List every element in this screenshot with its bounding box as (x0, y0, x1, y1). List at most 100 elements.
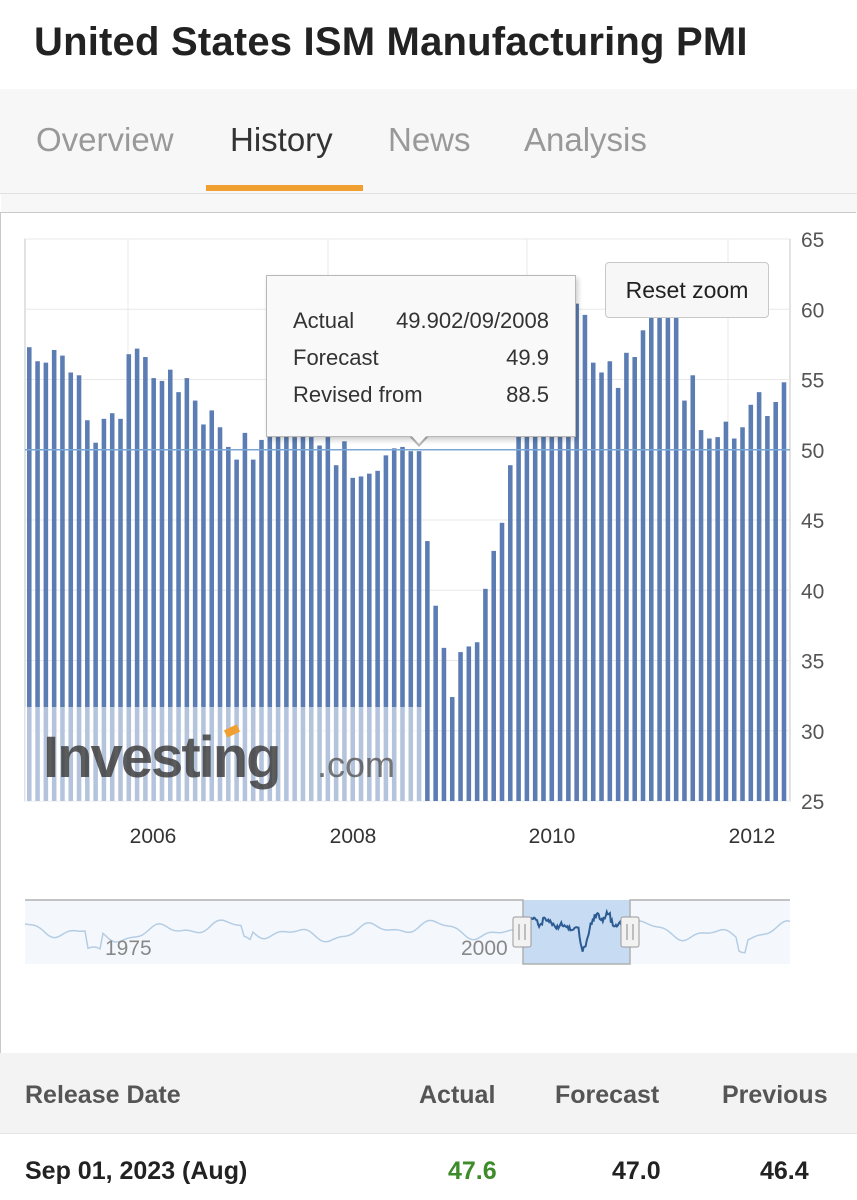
bar[interactable] (68, 372, 74, 801)
bar[interactable] (101, 418, 107, 801)
bar[interactable] (673, 303, 679, 801)
bar[interactable] (433, 605, 438, 801)
bar[interactable] (350, 477, 356, 801)
bar[interactable] (226, 446, 231, 801)
bar[interactable] (151, 378, 156, 801)
bar[interactable] (474, 642, 480, 801)
bar[interactable] (35, 361, 40, 801)
bar[interactable] (491, 550, 496, 801)
bar[interactable] (408, 451, 414, 801)
tab-news[interactable]: News (388, 121, 471, 158)
reset-zoom-button[interactable]: Reset zoom (605, 262, 769, 318)
bar[interactable] (275, 399, 281, 801)
bar[interactable] (582, 314, 588, 801)
bar[interactable] (723, 421, 729, 801)
bar[interactable] (242, 432, 248, 801)
bar[interactable] (690, 375, 696, 801)
bar[interactable] (342, 441, 347, 801)
bar[interactable] (85, 420, 90, 801)
bar[interactable] (292, 437, 297, 801)
bar[interactable] (60, 355, 65, 801)
bar[interactable] (458, 652, 463, 801)
bar[interactable] (566, 310, 571, 801)
bar[interactable] (499, 522, 505, 801)
bar[interactable] (325, 437, 331, 801)
bar[interactable] (375, 470, 380, 801)
bar[interactable] (358, 476, 364, 801)
bar[interactable] (192, 400, 198, 801)
bar[interactable] (715, 437, 720, 801)
bar[interactable] (400, 446, 405, 801)
bar[interactable] (201, 424, 206, 801)
bar[interactable] (143, 357, 148, 801)
bar[interactable] (657, 313, 662, 801)
bar[interactable] (317, 445, 322, 801)
bar[interactable] (259, 439, 264, 801)
bar[interactable] (217, 427, 223, 801)
bar[interactable] (466, 646, 472, 801)
bar[interactable] (624, 352, 629, 801)
tab-overview[interactable]: Overview (36, 121, 174, 158)
bar[interactable] (109, 413, 115, 801)
bar[interactable] (748, 404, 754, 801)
bar[interactable] (267, 420, 273, 801)
pmi-bar-chart[interactable]: Investing .com 65 60 55 50 45 40 35 30 25 2006 20… (1, 213, 856, 1053)
tab-analysis[interactable]: Analysis (524, 121, 647, 158)
bar[interactable] (51, 350, 57, 801)
bar[interactable] (308, 437, 314, 801)
bar[interactable] (707, 438, 712, 801)
bar[interactable] (731, 438, 737, 801)
bar[interactable] (640, 330, 646, 801)
bar[interactable] (184, 378, 190, 801)
bar[interactable] (367, 473, 372, 801)
navigator-selection[interactable] (523, 900, 630, 964)
bar[interactable] (615, 387, 621, 801)
bar[interactable] (416, 451, 422, 801)
bar[interactable] (665, 313, 671, 801)
bar[interactable] (532, 369, 538, 801)
bar[interactable] (524, 413, 530, 801)
bar[interactable] (118, 418, 123, 801)
bar[interactable] (300, 425, 306, 801)
bar[interactable] (773, 401, 778, 801)
bar[interactable] (682, 400, 687, 801)
navigator-left-handle[interactable] (512, 916, 532, 948)
bar[interactable] (632, 357, 637, 801)
tab-history[interactable]: History (230, 121, 333, 158)
bar[interactable] (765, 416, 770, 801)
bar[interactable] (483, 588, 488, 801)
navigator-right-handle[interactable] (620, 916, 640, 948)
bar[interactable] (93, 442, 98, 801)
bar[interactable] (541, 376, 546, 801)
bar[interactable] (333, 465, 339, 801)
bar[interactable] (740, 427, 745, 801)
bar[interactable] (159, 380, 165, 801)
bar[interactable] (383, 455, 389, 801)
bar[interactable] (756, 392, 762, 801)
bar[interactable] (425, 541, 430, 801)
bar[interactable] (284, 431, 289, 801)
chart-navigator[interactable]: 1975 2000 (24, 899, 791, 965)
bar[interactable] (508, 465, 513, 801)
bar[interactable] (234, 459, 239, 801)
bar[interactable] (590, 362, 596, 801)
bar[interactable] (698, 430, 704, 801)
bar[interactable] (574, 303, 579, 801)
bar[interactable] (441, 647, 447, 801)
bar[interactable] (549, 314, 555, 801)
bar[interactable] (27, 347, 32, 801)
bar[interactable] (76, 375, 82, 801)
bar[interactable] (516, 409, 521, 801)
bar[interactable] (167, 369, 173, 801)
bar[interactable] (649, 289, 654, 801)
bar[interactable] (176, 392, 181, 801)
bar[interactable] (599, 372, 604, 801)
bar[interactable] (126, 354, 132, 801)
bar[interactable] (391, 448, 397, 801)
bar[interactable] (607, 361, 613, 801)
bar[interactable] (449, 697, 455, 801)
bar[interactable] (43, 362, 49, 801)
bar[interactable] (557, 355, 563, 801)
bar[interactable] (250, 459, 256, 801)
bar[interactable] (134, 348, 140, 801)
